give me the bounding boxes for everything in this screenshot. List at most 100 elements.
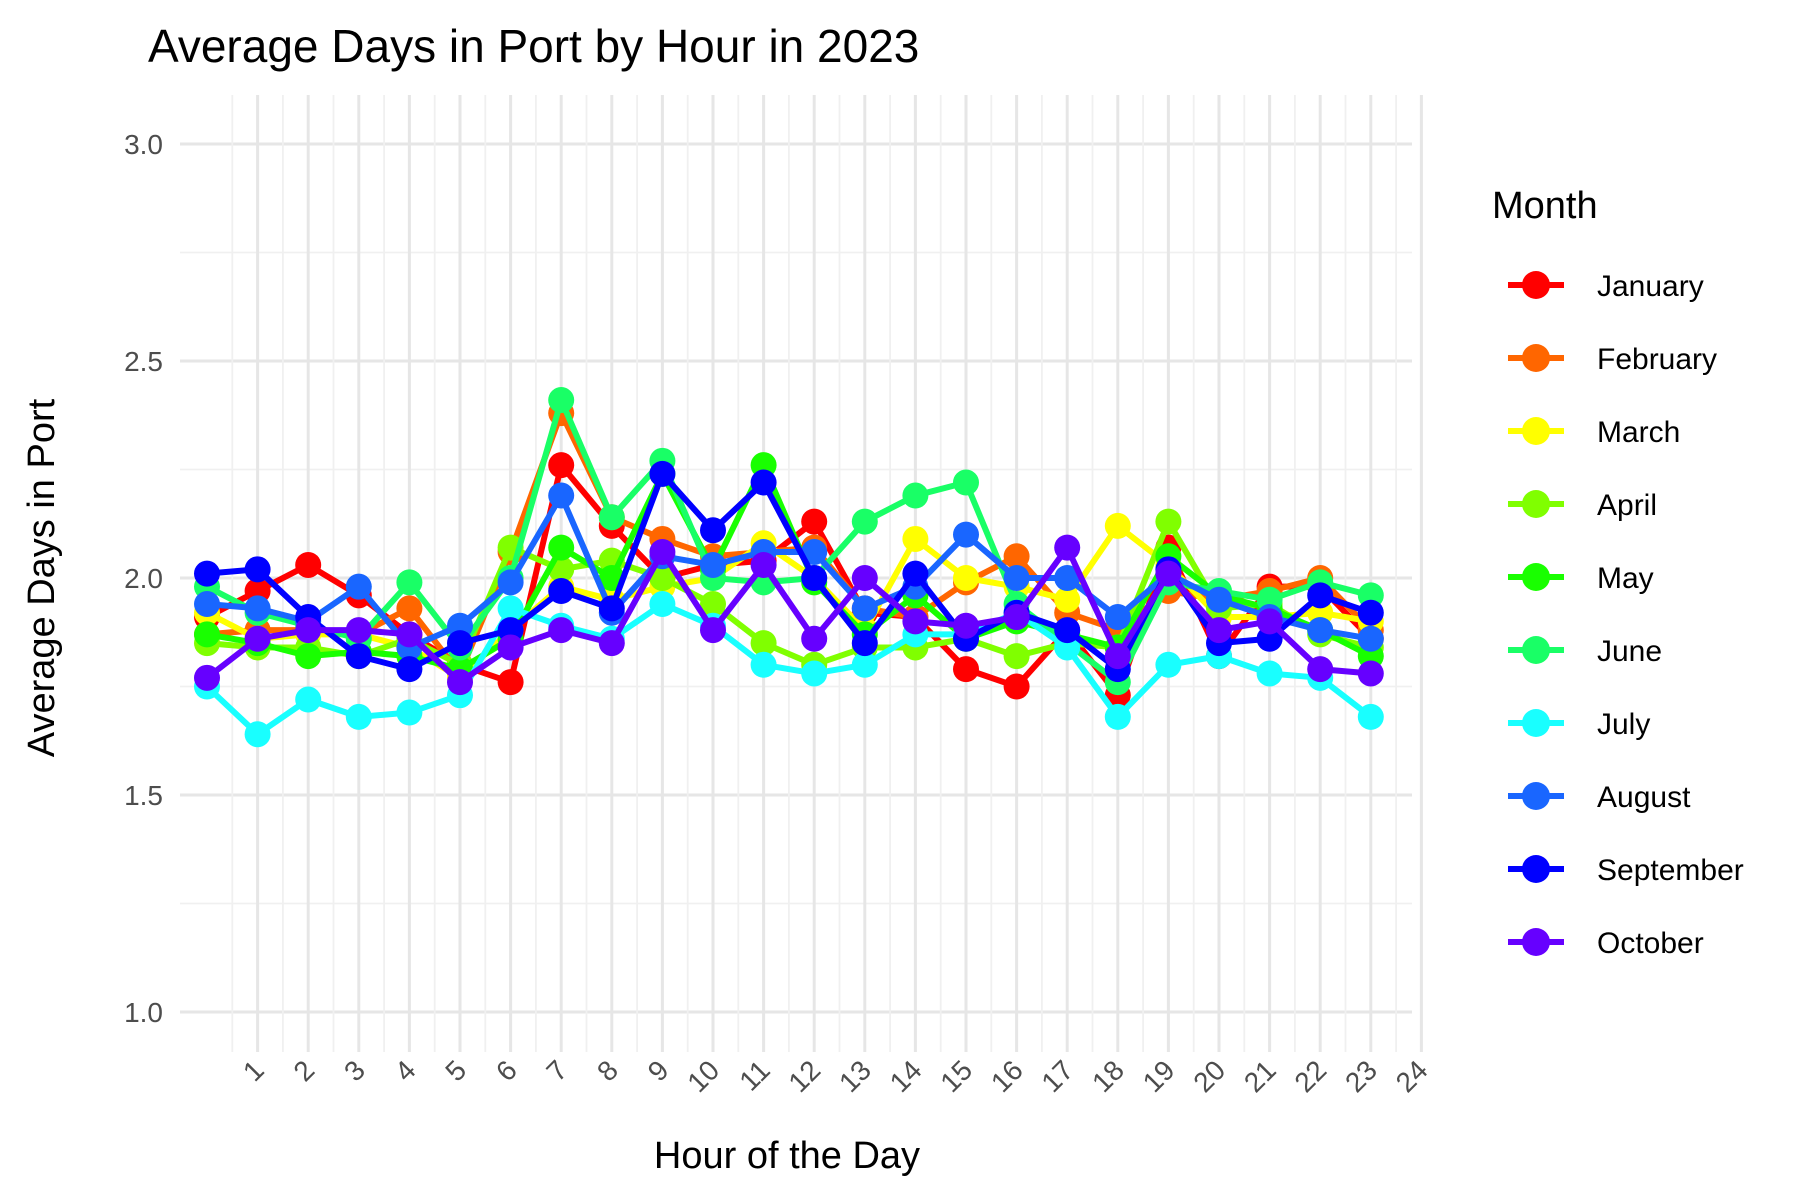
x-tick-label: 17 xyxy=(1035,1054,1079,1098)
data-point xyxy=(902,482,929,509)
x-tick-label: 16 xyxy=(985,1054,1029,1098)
legend-item-march: March xyxy=(1508,416,1680,449)
data-point xyxy=(1357,625,1384,652)
data-point xyxy=(548,534,575,561)
legend-items: January February March April May June July Augu… xyxy=(1508,270,1744,960)
data-point xyxy=(396,569,423,596)
data-point xyxy=(700,517,726,544)
series-october xyxy=(194,534,1384,696)
data-point xyxy=(598,504,625,531)
data-point xyxy=(497,569,524,596)
y-axis-title: Average Days in Port xyxy=(21,398,63,757)
data-point xyxy=(1357,599,1384,626)
x-tick-label: 5 xyxy=(439,1054,472,1087)
data-point xyxy=(497,595,524,622)
data-point xyxy=(953,612,979,639)
legend-item-july: July xyxy=(1508,708,1650,741)
legend-label: April xyxy=(1597,489,1657,522)
data-point xyxy=(1307,582,1334,609)
data-point xyxy=(1206,586,1232,613)
x-tick-label: 9 xyxy=(642,1054,675,1087)
data-point xyxy=(244,595,271,622)
legend-item-august: August xyxy=(1508,781,1691,814)
legend-label: June xyxy=(1597,635,1662,668)
data-point xyxy=(851,630,878,657)
x-tick-label: 11 xyxy=(733,1054,775,1096)
x-tick-label: 1 xyxy=(237,1054,270,1087)
x-tick-label: 13 xyxy=(833,1054,877,1098)
legend-label: May xyxy=(1597,562,1654,595)
data-point xyxy=(953,469,979,496)
x-tick-label: 21 xyxy=(1238,1054,1282,1098)
x-tick-label: 23 xyxy=(1339,1054,1383,1098)
data-point xyxy=(194,621,220,648)
data-point xyxy=(1104,643,1131,670)
data-point xyxy=(953,521,979,548)
x-tick-label: 4 xyxy=(389,1054,422,1087)
data-point xyxy=(345,617,372,644)
legend-key-marker xyxy=(1522,782,1550,810)
legend-label: September xyxy=(1597,854,1744,887)
data-point xyxy=(1357,703,1384,730)
chart-title: Average Days in Port by Hour in 2023 xyxy=(148,20,919,72)
legend-key-marker xyxy=(1522,636,1550,664)
data-point xyxy=(1003,673,1030,700)
data-point xyxy=(851,651,878,678)
data-point xyxy=(548,482,575,509)
data-point xyxy=(1054,565,1081,591)
data-point xyxy=(1155,651,1182,678)
legend-title: Month xyxy=(1492,185,1598,227)
data-point xyxy=(1307,617,1334,644)
legend-label: August xyxy=(1597,781,1691,814)
data-point xyxy=(244,721,271,748)
data-point xyxy=(1155,560,1182,587)
data-point xyxy=(801,660,828,687)
x-tick-label: 22 xyxy=(1288,1054,1332,1098)
data-point xyxy=(750,630,777,657)
data-point xyxy=(1054,617,1081,644)
data-point xyxy=(244,556,271,583)
x-tick-label: 8 xyxy=(591,1054,624,1087)
data-point xyxy=(649,565,676,591)
legend-label: October xyxy=(1597,927,1704,960)
data-point xyxy=(598,595,625,622)
data-point xyxy=(750,469,777,496)
legend-key-marker xyxy=(1522,271,1550,299)
legend-key-marker xyxy=(1522,855,1550,883)
data-point xyxy=(851,565,878,591)
legend-key-marker xyxy=(1522,563,1550,591)
data-point xyxy=(1003,643,1030,670)
legend-label: January xyxy=(1597,270,1704,303)
data-point xyxy=(1256,608,1283,635)
x-tick-label: 6 xyxy=(490,1054,523,1087)
data-point xyxy=(1003,604,1030,631)
legend-item-january: January xyxy=(1508,270,1704,303)
data-point xyxy=(1357,660,1384,687)
data-point xyxy=(598,630,625,657)
legend-item-april: April xyxy=(1508,489,1657,522)
x-tick-label: 15 xyxy=(934,1054,978,1098)
x-tick-label: 10 xyxy=(681,1054,725,1098)
data-point xyxy=(345,703,372,730)
legend-item-february: February xyxy=(1508,343,1717,376)
data-point xyxy=(801,538,828,565)
legend-key-marker xyxy=(1522,709,1550,737)
data-point xyxy=(649,460,676,487)
data-point xyxy=(548,452,575,479)
data-point xyxy=(700,551,726,578)
x-tick-label: 20 xyxy=(1187,1054,1231,1098)
x-tick-label: 7 xyxy=(541,1054,574,1087)
legend-key-marker xyxy=(1522,417,1550,445)
data-point xyxy=(447,630,473,657)
data-point xyxy=(953,656,979,683)
data-point xyxy=(1206,617,1232,644)
data-point xyxy=(1054,586,1081,613)
data-point xyxy=(295,643,322,670)
data-point xyxy=(548,578,575,605)
grid-lines xyxy=(180,95,1423,1052)
x-tick-label: 19 xyxy=(1137,1054,1181,1098)
legend-item-june: June xyxy=(1508,635,1662,668)
data-point xyxy=(1054,534,1081,561)
